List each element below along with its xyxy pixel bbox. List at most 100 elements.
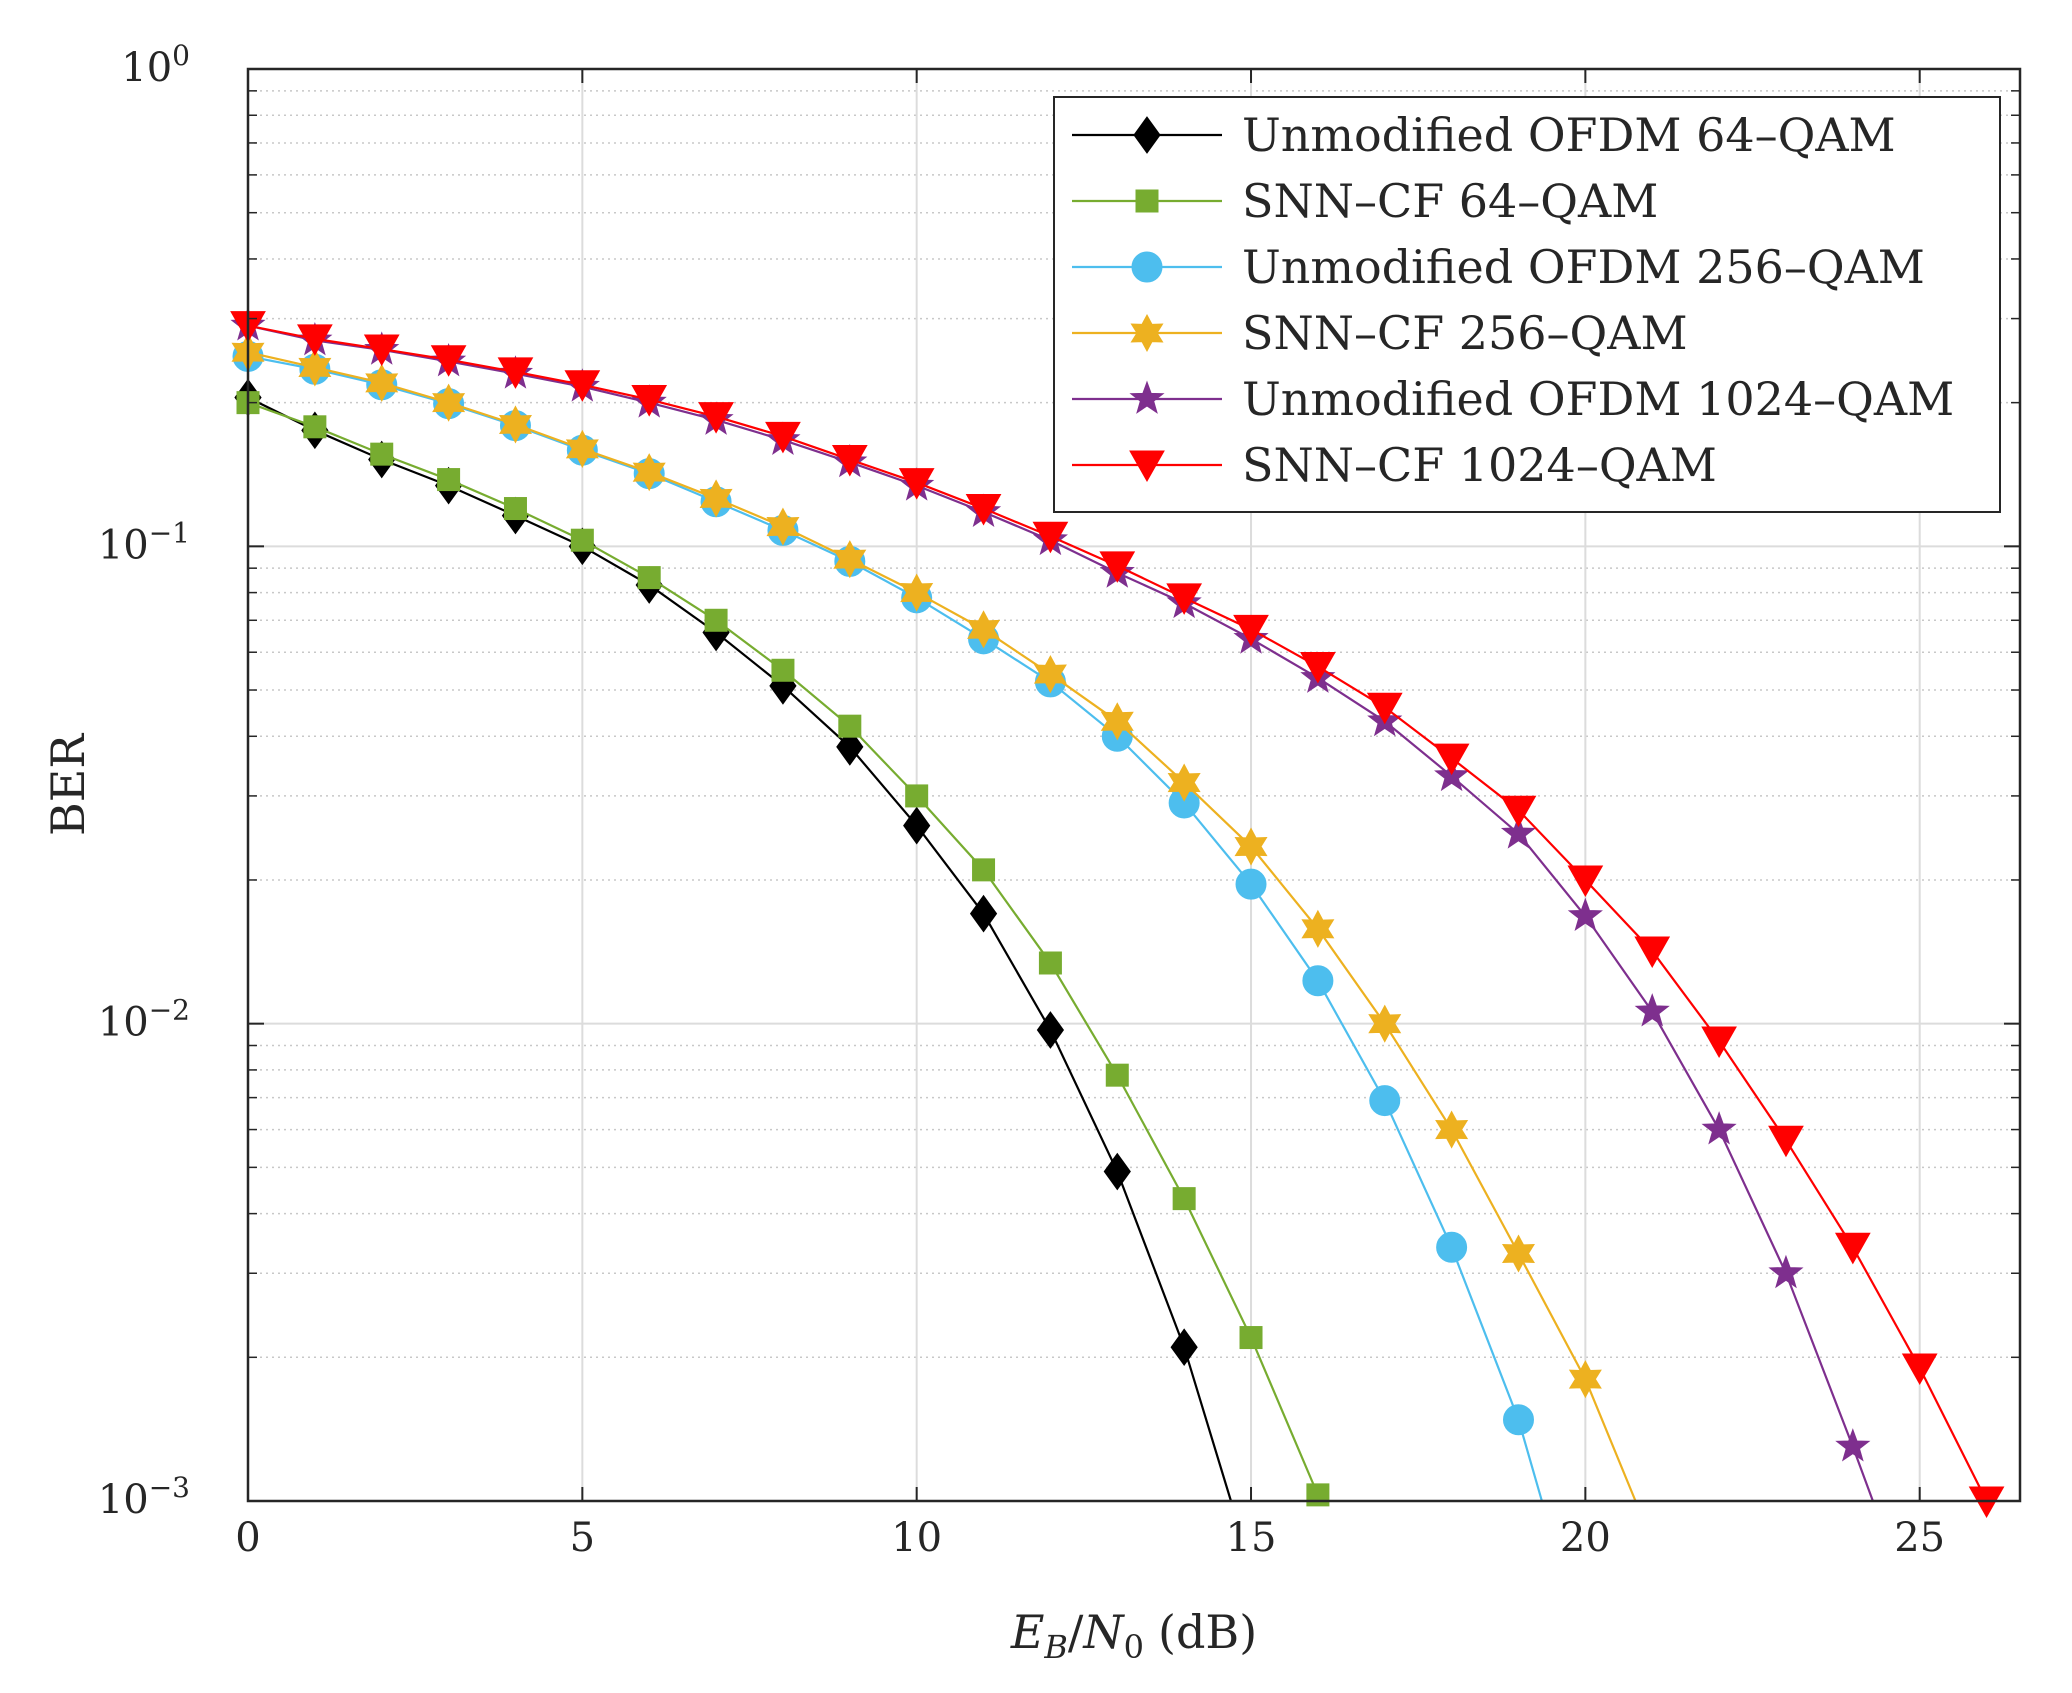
- series-layer: [230, 307, 2005, 1519]
- series-4: [231, 333, 1637, 1502]
- data-point: [765, 421, 801, 454]
- x-tick-label: 25: [1894, 1515, 1945, 1561]
- x-tick-label: 20: [1560, 1515, 1611, 1561]
- data-point: [1300, 652, 1336, 684]
- series-line: [247, 351, 1637, 1502]
- data-point: [1634, 936, 1671, 968]
- data-point: [1036, 1011, 1065, 1049]
- data-point: [898, 468, 935, 500]
- y-tick-label: 100: [121, 39, 190, 91]
- data-point: [831, 445, 868, 477]
- axes-box: [246, 67, 2022, 1503]
- series-6: [230, 311, 2005, 1519]
- data-point: [498, 405, 532, 444]
- data-point: [637, 566, 661, 590]
- legend-entry: SNN–CF 256–QAM: [1072, 306, 1688, 360]
- data-point: [969, 894, 998, 933]
- x-tick-label: 10: [891, 1515, 942, 1561]
- data-point: [1099, 551, 1136, 583]
- data-point: [564, 370, 601, 402]
- x-tick-labels: 0 5 10 15 20 25: [235, 1515, 1945, 1561]
- data-point: [1768, 1125, 1804, 1158]
- series-line: [247, 396, 1233, 1502]
- data-point: [1172, 1187, 1196, 1211]
- data-point: [833, 540, 867, 579]
- data-point: [1103, 1152, 1131, 1191]
- legend-marker: [1129, 380, 1165, 414]
- data-point: [1366, 692, 1403, 725]
- data-point: [1433, 743, 1470, 776]
- data-point: [1436, 1231, 1468, 1263]
- data-point: [503, 497, 527, 521]
- y-tick-exponent: −3: [149, 1471, 190, 1504]
- legend-label: SNN–CF 64–QAM: [1242, 174, 1658, 228]
- legend-label: SNN–CF 256–QAM: [1242, 306, 1688, 360]
- data-point: [1100, 702, 1134, 741]
- legend-marker: [1130, 313, 1164, 353]
- legend-marker: [1131, 251, 1163, 283]
- y-tick-base: 10: [98, 522, 149, 568]
- y-tick-exponent: −1: [149, 516, 190, 549]
- data-point: [1435, 1110, 1469, 1149]
- data-point: [570, 528, 594, 552]
- y-tick-base: 10: [98, 1477, 149, 1523]
- data-point: [1167, 763, 1201, 802]
- legend-entry: SNN–CF 1024–QAM: [1072, 438, 1717, 492]
- data-point: [631, 385, 668, 417]
- data-point: [699, 479, 733, 518]
- data-point: [766, 507, 800, 546]
- x-label-sub1: B: [1043, 1628, 1068, 1666]
- legend-entry: Unmodified OFDM 1024–QAM: [1072, 372, 1954, 426]
- data-point: [298, 348, 332, 387]
- data-point: [1768, 1254, 1804, 1289]
- y-tick-label: 10−2: [98, 994, 190, 1046]
- x-tick-label: 0: [235, 1515, 260, 1561]
- data-point: [363, 334, 400, 367]
- x-label-base: E: [1010, 1605, 1045, 1659]
- data-point: [1500, 815, 1537, 849]
- data-point: [1701, 1026, 1737, 1058]
- data-point: [1235, 868, 1267, 900]
- data-point: [1634, 993, 1670, 1027]
- y-axis-label: BER: [41, 733, 95, 836]
- data-point: [836, 728, 864, 766]
- data-point: [497, 357, 534, 389]
- y-tick-label: 10−3: [98, 1471, 190, 1523]
- data-point: [965, 494, 1002, 526]
- legend-marker: [1133, 116, 1161, 154]
- x-label-unit: (dB): [1158, 1605, 1257, 1659]
- data-point: [1502, 1404, 1534, 1436]
- data-point: [972, 858, 996, 882]
- data-point: [1500, 795, 1537, 828]
- data-point: [565, 429, 599, 468]
- data-point: [900, 573, 934, 612]
- data-point: [1301, 909, 1335, 948]
- data-point: [432, 383, 466, 422]
- legend-label: Unmodified OFDM 1024–QAM: [1242, 372, 1954, 426]
- data-point: [1501, 1234, 1535, 1273]
- data-point: [903, 806, 931, 845]
- data-point: [1170, 1328, 1198, 1367]
- y-tick-exponent: −2: [149, 994, 190, 1027]
- data-point: [430, 345, 467, 377]
- data-point: [1038, 951, 1062, 975]
- y-tick-base: 10: [121, 45, 172, 91]
- axis-ticks: [247, 69, 2020, 1502]
- data-point: [370, 442, 394, 466]
- data-point: [365, 363, 399, 402]
- legend-label: SNN–CF 1024–QAM: [1242, 438, 1717, 492]
- x-tick-label: 15: [1226, 1515, 1277, 1561]
- data-point: [1567, 897, 1603, 932]
- legend-entries: Unmodified OFDM 64–QAM SNN–CF 64–QAM Unmod…: [1072, 108, 1954, 492]
- data-point: [905, 784, 929, 808]
- data-point: [838, 714, 862, 738]
- x-label-slash: /: [1068, 1605, 1084, 1659]
- legend-label: Unmodified OFDM 256–QAM: [1242, 240, 1925, 294]
- data-point: [1233, 614, 1269, 647]
- data-point: [1368, 1004, 1402, 1043]
- data-point: [1701, 1111, 1737, 1145]
- legend: Unmodified OFDM 64–QAM SNN–CF 64–QAM Unmod…: [1053, 96, 2001, 513]
- data-point: [698, 402, 734, 434]
- data-point: [437, 468, 461, 492]
